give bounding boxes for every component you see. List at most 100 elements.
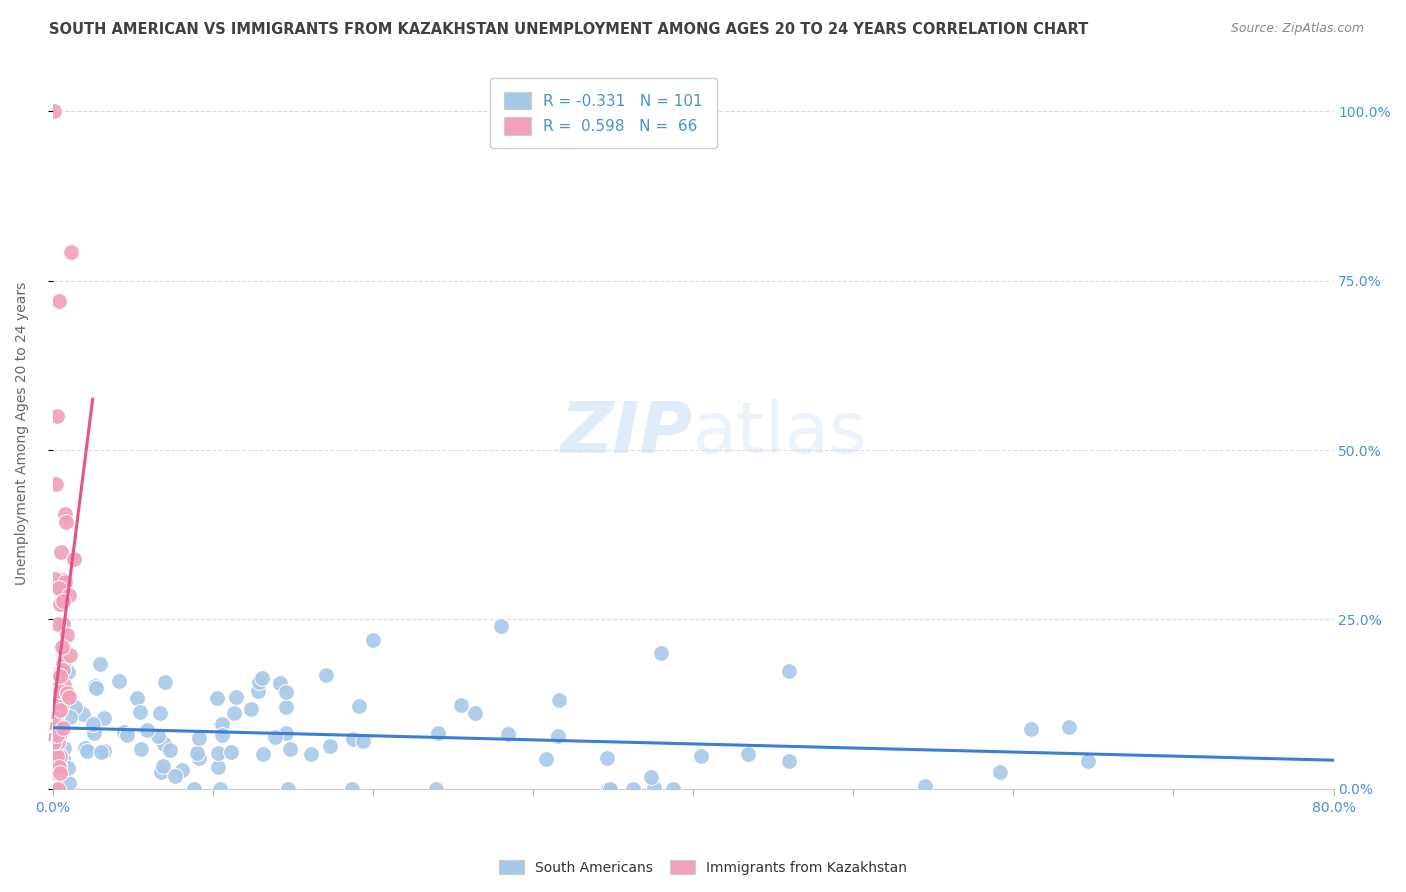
- Point: [534, 752, 557, 766]
- Point: [207, 746, 229, 760]
- Point: [163, 769, 186, 783]
- Point: [988, 765, 1011, 780]
- Point: [52, 573, 75, 587]
- Point: [46, 748, 69, 763]
- Text: Source: ZipAtlas.com: Source: ZipAtlas.com: [1230, 22, 1364, 36]
- Point: [547, 692, 569, 706]
- Point: [44, 572, 66, 586]
- Point: [299, 747, 322, 761]
- Point: [52, 678, 75, 692]
- Point: [662, 781, 685, 796]
- Point: [84, 679, 107, 693]
- Point: [115, 728, 138, 742]
- Point: [52, 663, 75, 677]
- Point: [250, 671, 273, 685]
- Point: [489, 619, 512, 633]
- Point: [44, 701, 66, 715]
- Point: [247, 675, 270, 690]
- Y-axis label: Unemployment Among Ages 20 to 24 years: Unemployment Among Ages 20 to 24 years: [15, 282, 30, 585]
- Point: [342, 732, 364, 747]
- Point: [53, 507, 76, 521]
- Point: [127, 691, 149, 706]
- Point: [63, 552, 86, 566]
- Point: [45, 723, 67, 737]
- Point: [42, 765, 65, 780]
- Point: [72, 706, 94, 721]
- Point: [52, 721, 75, 735]
- Point: [93, 711, 115, 725]
- Point: [48, 582, 70, 596]
- Point: [46, 750, 69, 764]
- Point: [48, 760, 70, 774]
- Point: [225, 690, 247, 704]
- Point: [621, 781, 644, 796]
- Legend: R = -0.331   N = 101, R =  0.598   N =  66: R = -0.331 N = 101, R = 0.598 N = 66: [489, 78, 717, 148]
- Point: [49, 598, 72, 612]
- Point: [46, 781, 69, 796]
- Point: [427, 725, 450, 739]
- Point: [209, 781, 232, 796]
- Point: [56, 665, 79, 680]
- Point: [56, 628, 79, 642]
- Point: [689, 749, 711, 764]
- Point: [640, 770, 662, 784]
- Point: [48, 757, 70, 772]
- Point: [45, 670, 67, 684]
- Point: [42, 759, 65, 773]
- Point: [108, 674, 131, 689]
- Point: [56, 686, 79, 700]
- Point: [264, 730, 287, 744]
- Point: [42, 704, 65, 718]
- Point: [425, 781, 447, 796]
- Point: [319, 739, 342, 753]
- Point: [221, 745, 243, 759]
- Point: [149, 706, 172, 721]
- Point: [48, 684, 70, 698]
- Point: [48, 678, 70, 692]
- Point: [599, 781, 621, 796]
- Point: [58, 589, 80, 603]
- Point: [155, 674, 177, 689]
- Point: [112, 724, 135, 739]
- Point: [240, 702, 263, 716]
- Point: [44, 104, 66, 119]
- Point: [52, 593, 75, 607]
- Point: [276, 685, 298, 699]
- Point: [46, 409, 69, 424]
- Point: [45, 708, 67, 723]
- Point: [44, 781, 66, 796]
- Point: [90, 745, 112, 759]
- Point: [52, 616, 75, 631]
- Point: [49, 669, 72, 683]
- Point: [278, 742, 301, 756]
- Point: [83, 726, 105, 740]
- Text: ZIP: ZIP: [561, 399, 693, 467]
- Point: [188, 751, 211, 765]
- Point: [276, 726, 298, 740]
- Point: [277, 781, 299, 796]
- Point: [60, 245, 83, 260]
- Point: [59, 710, 82, 724]
- Point: [207, 759, 229, 773]
- Point: [599, 781, 621, 796]
- Point: [45, 476, 67, 491]
- Point: [53, 740, 76, 755]
- Text: SOUTH AMERICAN VS IMMIGRANTS FROM KAZAKHSTAN UNEMPLOYMENT AMONG AGES 20 TO 24 YE: SOUTH AMERICAN VS IMMIGRANTS FROM KAZAKH…: [49, 22, 1088, 37]
- Point: [183, 781, 205, 796]
- Point: [269, 675, 291, 690]
- Point: [42, 752, 65, 766]
- Point: [42, 781, 65, 796]
- Point: [46, 730, 69, 744]
- Point: [48, 705, 70, 719]
- Point: [464, 706, 486, 721]
- Point: [315, 668, 337, 682]
- Point: [49, 723, 72, 737]
- Point: [44, 667, 66, 681]
- Point: [84, 681, 107, 696]
- Point: [93, 744, 115, 758]
- Point: [48, 680, 70, 694]
- Point: [44, 781, 66, 796]
- Point: [46, 735, 69, 749]
- Point: [778, 665, 800, 679]
- Point: [186, 746, 208, 760]
